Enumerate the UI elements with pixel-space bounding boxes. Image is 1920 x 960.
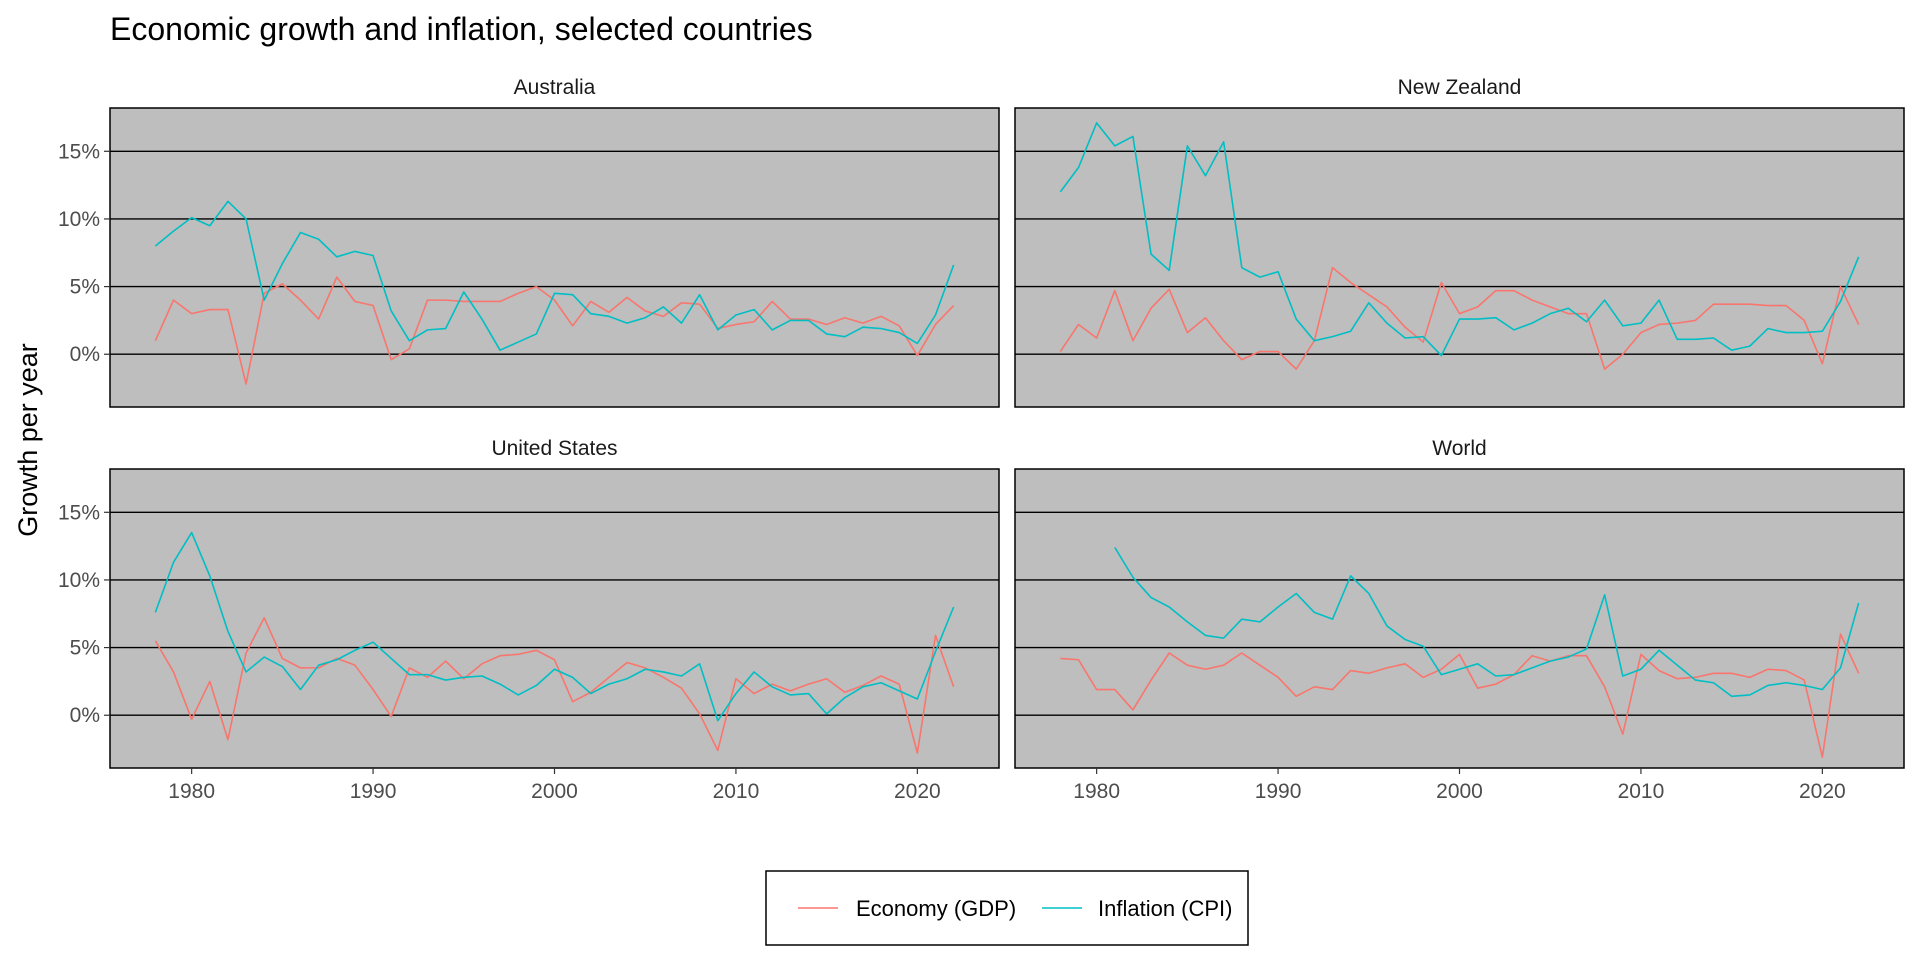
- panel-australia: Australia 0% 5% 10% 15%: [58, 76, 1000, 408]
- y-tick-label: 5%: [70, 637, 100, 660]
- y-axis-label: Growth per year: [13, 343, 43, 537]
- panel-world: World 1980 1990 2000 2010 2020: [1014, 437, 1905, 803]
- chart-title: Economic growth and inflation, selected …: [110, 11, 813, 47]
- panel-background-australia: [110, 108, 999, 407]
- panel-new-zealand: New Zealand: [1014, 76, 1905, 408]
- y-tick-label: 5%: [70, 276, 100, 299]
- panel-background-world: [1015, 469, 1904, 768]
- x-tick-label: 2000: [1436, 780, 1483, 803]
- legend-label-gdp: Economy (GDP): [856, 896, 1016, 921]
- x-tick-label: 1990: [350, 780, 397, 803]
- x-tick-label: 1990: [1255, 780, 1302, 803]
- series-line-economy-gdp-united-states: [154, 617, 955, 754]
- x-tick-label: 1980: [1073, 780, 1120, 803]
- legend: Economy (GDP) Inflation (CPI): [765, 870, 1249, 946]
- series-line-economy-gdp-new-zealand: [1059, 266, 1860, 370]
- strip-label-united-states: United States: [491, 437, 617, 460]
- strip-label-australia: Australia: [514, 76, 596, 99]
- y-tick-label: 15%: [58, 140, 100, 163]
- x-tick-label: 2020: [894, 780, 941, 803]
- strip-label-new-zealand: New Zealand: [1398, 76, 1522, 99]
- series-line-inflation-cpi-world: [1114, 547, 1860, 698]
- y-tick-label: 0%: [70, 343, 100, 366]
- series-line-inflation-cpi-united-states: [154, 531, 955, 722]
- facet-panels: Australia 0% 5% 10% 15% New Zealand United Sta…: [58, 76, 1905, 803]
- panel-background-new-zealand: [1015, 108, 1904, 407]
- y-tick-label: 0%: [70, 704, 100, 727]
- panel-border-australia: [109, 107, 1000, 408]
- series-line-economy-gdp-australia: [154, 276, 955, 385]
- series-line-economy-gdp-world: [1060, 633, 1860, 758]
- legend-box: [765, 870, 1249, 946]
- x-tick-label: 2010: [1618, 780, 1665, 803]
- y-tick-label: 10%: [58, 208, 100, 231]
- y-tick-label: 15%: [58, 501, 100, 524]
- legend-label-cpi: Inflation (CPI): [1098, 896, 1233, 921]
- strip-label-world: World: [1432, 437, 1486, 460]
- x-tick-label: 2000: [531, 780, 578, 803]
- series-line-inflation-cpi-new-zealand: [1059, 122, 1860, 357]
- x-tick-label: 1980: [168, 780, 215, 803]
- panel-united-states: United States 0% 5% 10% 15% 1980 1990 2000 2010 2…: [58, 437, 1000, 803]
- x-tick-label: 2010: [713, 780, 760, 803]
- y-tick-label: 10%: [58, 569, 100, 592]
- series-line-inflation-cpi-australia: [154, 200, 955, 351]
- panel-background-united-states: [110, 469, 999, 768]
- panel-border-new-zealand: [1014, 107, 1905, 408]
- x-tick-label: 2020: [1799, 780, 1846, 803]
